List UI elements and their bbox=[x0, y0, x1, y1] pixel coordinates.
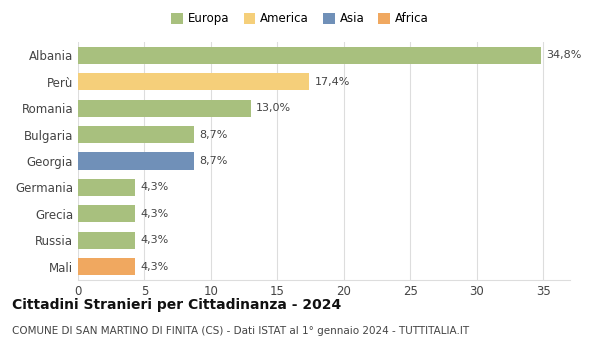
Bar bbox=[78, 179, 135, 196]
Legend: Europa, America, Asia, Africa: Europa, America, Asia, Africa bbox=[167, 8, 433, 30]
Text: 8,7%: 8,7% bbox=[199, 130, 227, 140]
Text: 4,3%: 4,3% bbox=[140, 235, 169, 245]
Text: 4,3%: 4,3% bbox=[140, 262, 169, 272]
Bar bbox=[78, 232, 135, 249]
Text: 4,3%: 4,3% bbox=[140, 182, 169, 192]
Text: 34,8%: 34,8% bbox=[546, 50, 581, 60]
Bar bbox=[78, 126, 194, 143]
Bar bbox=[78, 152, 194, 170]
Bar bbox=[78, 73, 310, 90]
Text: 13,0%: 13,0% bbox=[256, 103, 292, 113]
Bar bbox=[78, 258, 135, 275]
Bar bbox=[78, 99, 251, 117]
Text: 8,7%: 8,7% bbox=[199, 156, 227, 166]
Text: Cittadini Stranieri per Cittadinanza - 2024: Cittadini Stranieri per Cittadinanza - 2… bbox=[12, 298, 341, 312]
Text: COMUNE DI SAN MARTINO DI FINITA (CS) - Dati ISTAT al 1° gennaio 2024 - TUTTITALI: COMUNE DI SAN MARTINO DI FINITA (CS) - D… bbox=[12, 326, 469, 336]
Bar bbox=[78, 205, 135, 223]
Text: 17,4%: 17,4% bbox=[314, 77, 350, 87]
Text: 4,3%: 4,3% bbox=[140, 209, 169, 219]
Bar bbox=[78, 47, 541, 64]
